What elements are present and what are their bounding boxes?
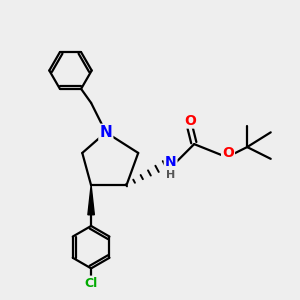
- Text: N: N: [165, 155, 176, 169]
- Text: Cl: Cl: [85, 277, 98, 290]
- Text: H: H: [166, 170, 175, 180]
- Text: O: O: [184, 114, 196, 128]
- Polygon shape: [88, 185, 94, 215]
- Text: O: O: [222, 146, 234, 160]
- Text: N: N: [100, 125, 112, 140]
